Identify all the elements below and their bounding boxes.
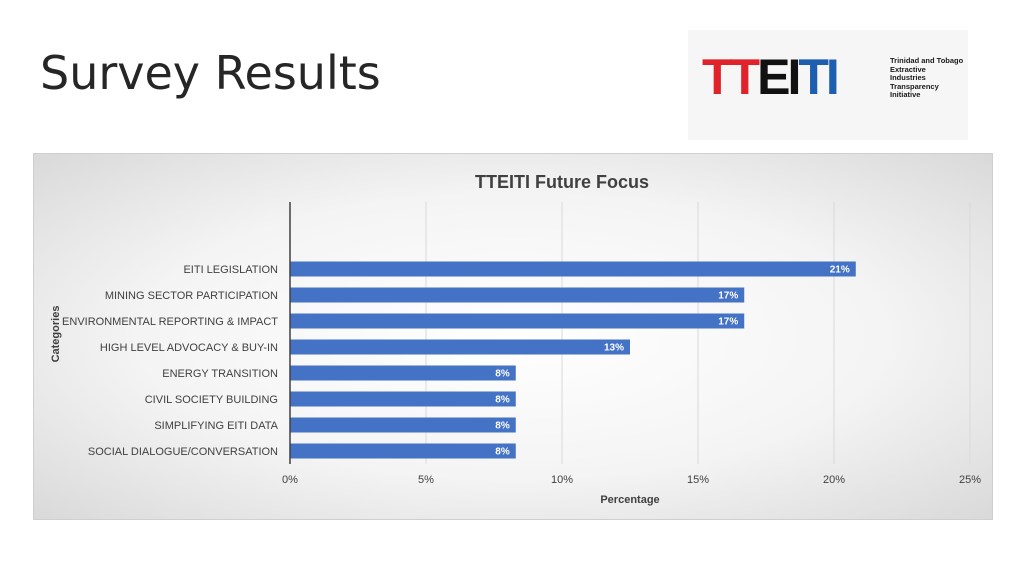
x-tick-label: 15% xyxy=(687,474,709,486)
logo-word-black: EI xyxy=(757,49,801,105)
x-tick-label: 0% xyxy=(282,474,298,486)
bar xyxy=(290,365,516,381)
category-label: ENVIRONMENTAL REPORTING & IMPACT xyxy=(62,316,278,328)
chart-title: TTEITI Future Focus xyxy=(475,172,649,192)
logo-subtitle-line: Industries xyxy=(890,73,926,82)
logo-subtitle-line: Extractive xyxy=(890,64,926,74)
x-tick-labels: 0% 5% 10% 15% 20% 25% xyxy=(282,474,981,486)
x-tick-label: 25% xyxy=(959,474,981,486)
bar-data-label: 8% xyxy=(495,421,510,432)
tteiti-logo: TTEITI Trinidad and Tobago Extractive In… xyxy=(688,30,968,140)
chart-panel: TTEITI Future Focus 21% 17% 17% 13% 8% 8% 8% 8%… xyxy=(33,153,993,520)
bar-data-label: 17% xyxy=(718,317,738,328)
bar xyxy=(290,417,516,433)
bar-chart: TTEITI Future Focus 21% 17% 17% 13% 8% 8% 8% 8%… xyxy=(50,172,981,506)
bar-data-label: 8% xyxy=(495,447,510,458)
y-axis-title: Categories xyxy=(50,306,62,363)
logo-subtitle-line: Trinidad and Tobago xyxy=(890,56,964,65)
logo-word-red: TT xyxy=(702,49,760,105)
slide-title: Survey Results xyxy=(40,46,381,100)
bar xyxy=(290,391,516,407)
category-label: EITI LEGISLATION xyxy=(183,264,278,276)
logo-subtitle-line: Transparency xyxy=(890,81,939,91)
category-label: CIVIL SOCIETY BUILDING xyxy=(145,394,278,406)
bar-data-label: 13% xyxy=(604,343,624,354)
bar-data-label: 8% xyxy=(495,395,510,406)
x-axis-title: Percentage xyxy=(600,494,659,506)
x-tick-label: 10% xyxy=(551,474,573,486)
category-label: HIGH LEVEL ADVOCACY & BUY-IN xyxy=(100,342,278,354)
logo-word-blue: TI xyxy=(798,49,839,105)
logo-wordmark: TTEITI xyxy=(702,49,840,105)
logo-subtitle-line: Initiative xyxy=(890,90,921,99)
bar xyxy=(290,339,630,355)
bars: 21% 17% 17% 13% 8% 8% 8% 8% xyxy=(290,261,856,459)
bar-data-label: 8% xyxy=(495,369,510,380)
category-label: SOCIAL DIALOGUE/CONVERSATION xyxy=(88,446,278,458)
bar xyxy=(290,443,516,459)
category-label: ENERGY TRANSITION xyxy=(162,368,278,380)
category-label: MINING SECTOR PARTICIPATION xyxy=(105,290,278,302)
bar xyxy=(290,287,745,303)
category-labels: EITI LEGISLATION MINING SECTOR PARTICIPAT… xyxy=(62,264,279,458)
category-label: SIMPLIFYING EITI DATA xyxy=(154,420,278,432)
logo-subtitle: Trinidad and Tobago Extractive Industrie… xyxy=(890,56,968,100)
x-tick-label: 5% xyxy=(418,474,434,486)
x-tick-label: 20% xyxy=(823,474,845,486)
bar-data-label: 17% xyxy=(718,291,738,302)
bar-data-label: 21% xyxy=(830,265,850,276)
bar xyxy=(290,261,856,277)
bar xyxy=(290,313,745,329)
